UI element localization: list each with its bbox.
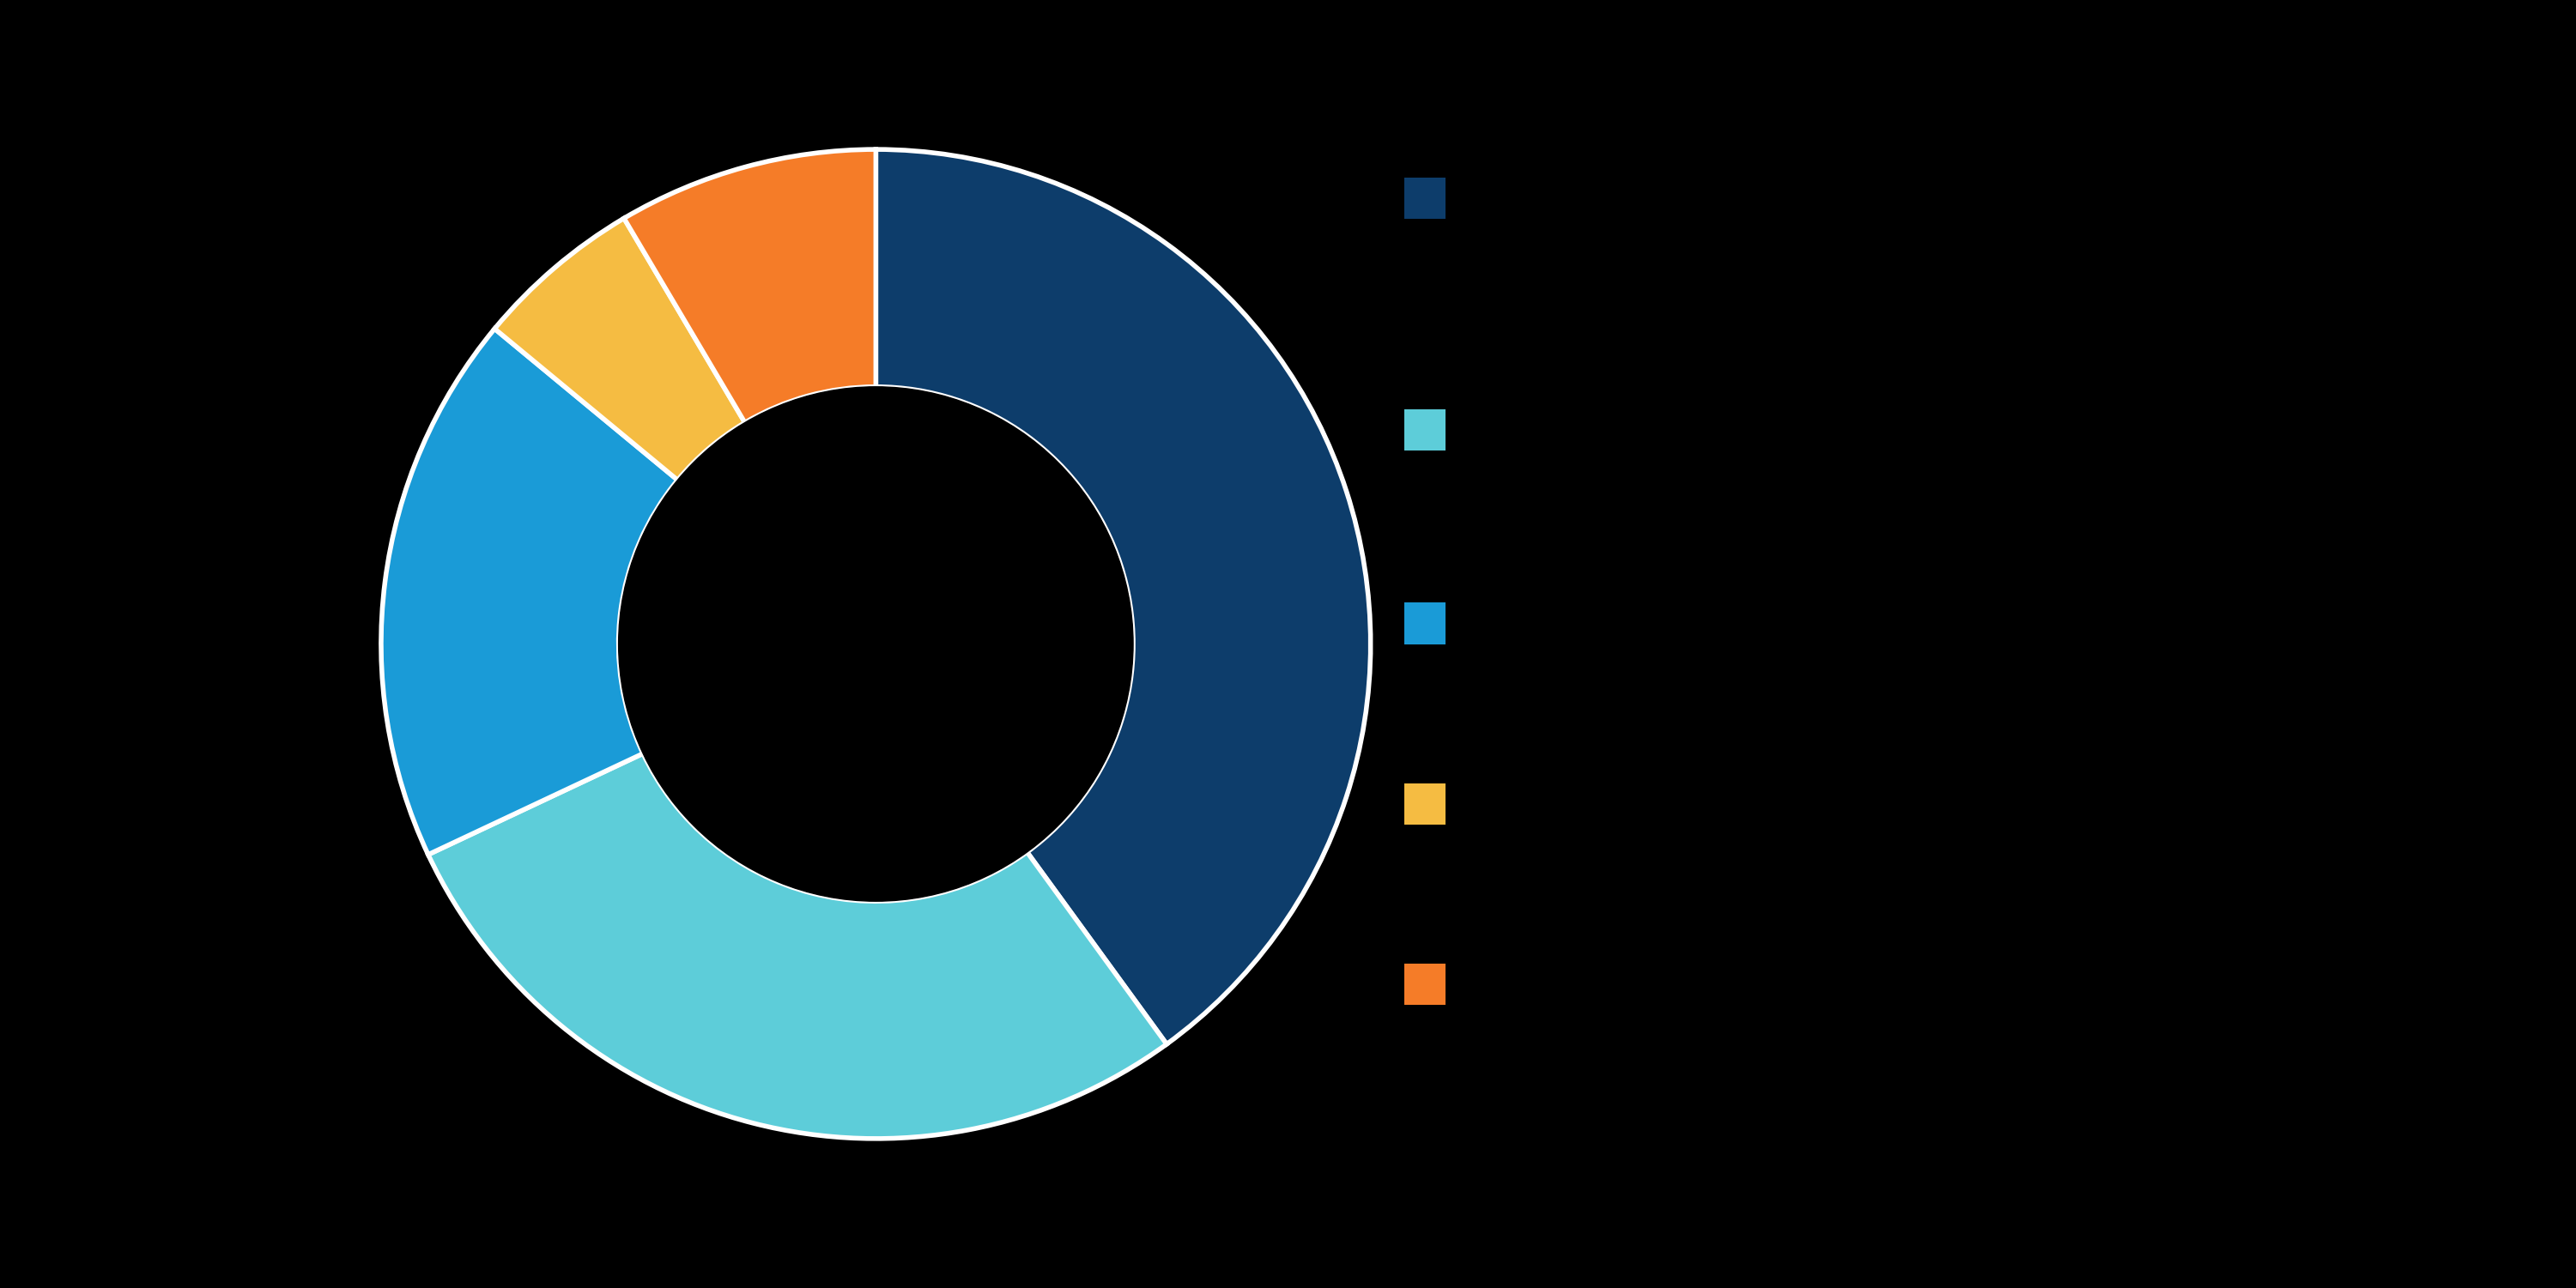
Wedge shape xyxy=(876,149,1370,1045)
Wedge shape xyxy=(428,753,1167,1139)
Wedge shape xyxy=(623,149,876,422)
Circle shape xyxy=(618,386,1133,902)
Wedge shape xyxy=(381,328,677,854)
Wedge shape xyxy=(495,218,744,480)
